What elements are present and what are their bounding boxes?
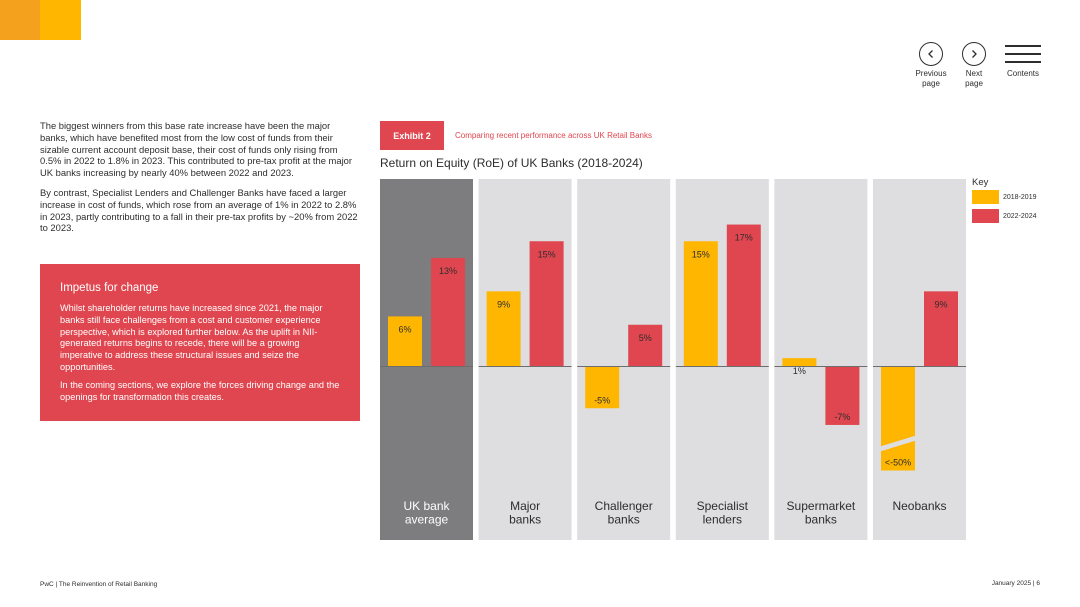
impetus-title: Impetus for change bbox=[60, 282, 159, 294]
next-page-button[interactable]: Next page bbox=[957, 42, 991, 89]
impetus-callout: Impetus for change Whilst shareholder re… bbox=[40, 264, 360, 421]
previous-page-label: Previous page bbox=[915, 69, 947, 88]
bar bbox=[529, 241, 564, 367]
bar bbox=[388, 316, 422, 367]
category-label: Supermarket banks bbox=[787, 499, 856, 527]
category-label: UK bank average bbox=[403, 499, 450, 527]
data-label: 13% bbox=[439, 266, 457, 276]
bar bbox=[782, 358, 817, 367]
data-label: 1% bbox=[793, 366, 806, 376]
category-label: Challenger banks bbox=[595, 499, 653, 527]
next-page-label: Next page bbox=[965, 69, 983, 88]
chart-title: Return on Equity (RoE) of UK Banks (2018… bbox=[380, 156, 643, 170]
brand-logo-block-right bbox=[40, 0, 81, 40]
brand-logo-block-left bbox=[0, 0, 40, 40]
bar bbox=[726, 224, 761, 367]
bar bbox=[628, 324, 663, 367]
data-label: 9% bbox=[934, 299, 947, 309]
legend-label-series-2: 2022-2024 bbox=[1003, 212, 1037, 220]
footer-date-page: January 2025 | 6 bbox=[991, 580, 1040, 587]
contents-label: Contents bbox=[1006, 69, 1040, 78]
impetus-paragraph-2: In the coming sections, we explore the f… bbox=[60, 379, 340, 402]
legend-swatch-series-2 bbox=[972, 209, 999, 223]
menu-icon bbox=[1005, 42, 1041, 66]
data-label: 15% bbox=[538, 249, 556, 259]
bar bbox=[431, 257, 465, 367]
intro-text: The biggest winners from this base rate … bbox=[40, 120, 358, 242]
legend-label-series-1: 2018-2019 bbox=[1003, 193, 1037, 201]
category-label: Major banks bbox=[509, 499, 541, 527]
bar bbox=[881, 366, 915, 471]
footer-document-title: PwC | The Reinvention of Retail Banking bbox=[40, 581, 158, 588]
data-label: -7% bbox=[834, 412, 850, 422]
data-label: 9% bbox=[497, 299, 510, 309]
bar bbox=[486, 291, 521, 367]
intro-paragraph-1: The biggest winners from this base rate … bbox=[40, 120, 352, 179]
bar bbox=[825, 366, 860, 425]
chevron-right-icon bbox=[962, 42, 986, 66]
data-label: 15% bbox=[692, 249, 710, 259]
impetus-paragraph-1: Whilst shareholder returns have increase… bbox=[60, 303, 323, 372]
bar bbox=[924, 291, 958, 367]
truncation-break bbox=[880, 435, 916, 452]
contents-button[interactable]: Contents bbox=[1000, 42, 1046, 79]
exhibit-caption: Comparing recent performance across UK R… bbox=[455, 131, 652, 140]
data-label: <-50% bbox=[885, 458, 911, 468]
chevron-left-icon bbox=[919, 42, 943, 66]
bar bbox=[585, 366, 620, 409]
bar bbox=[683, 241, 718, 367]
legend-swatch-series-1 bbox=[972, 190, 999, 204]
exhibit-badge: Exhibit 2 bbox=[380, 121, 444, 150]
category-label: Specialist lenders bbox=[697, 499, 749, 527]
data-label: 5% bbox=[639, 333, 652, 343]
legend-item-series-1: 2018-2019 bbox=[972, 190, 1036, 204]
legend-title: Key bbox=[972, 177, 989, 188]
data-label: -5% bbox=[594, 395, 610, 405]
intro-paragraph-2: By contrast, Specialist Lenders and Chal… bbox=[40, 186, 358, 234]
legend-item-series-2: 2022-2024 bbox=[972, 209, 1036, 223]
previous-page-button[interactable]: Previous page bbox=[910, 42, 952, 89]
data-label: 6% bbox=[398, 324, 411, 334]
data-label: 17% bbox=[735, 233, 753, 243]
category-label: Neobanks bbox=[892, 499, 946, 513]
